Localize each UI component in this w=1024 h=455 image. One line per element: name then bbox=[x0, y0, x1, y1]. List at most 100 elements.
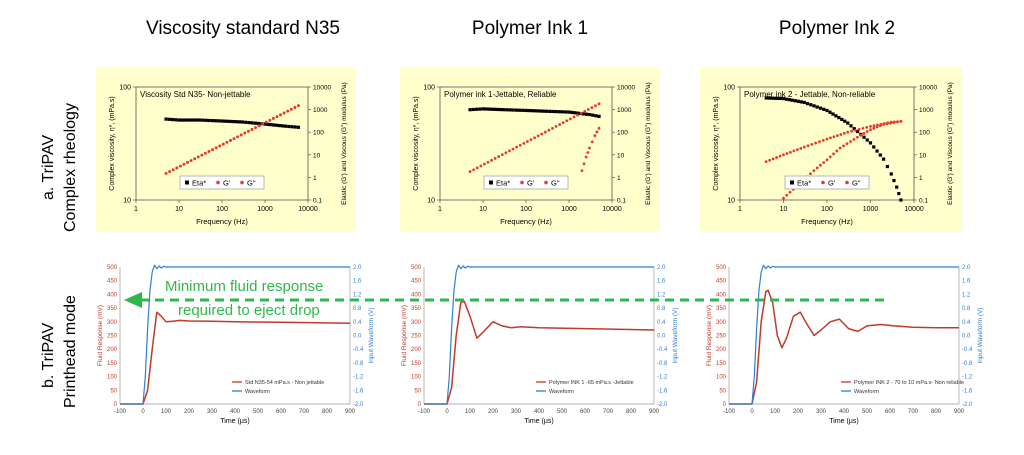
y-right-tick-label: -1.6 bbox=[657, 388, 668, 394]
data-point bbox=[785, 193, 789, 197]
data-point bbox=[263, 122, 267, 126]
data-point bbox=[217, 119, 221, 123]
data-point bbox=[548, 109, 552, 113]
y-right-tick-label: 0.8 bbox=[657, 306, 666, 312]
data-point bbox=[889, 120, 893, 124]
y-left-tick-label: 300 bbox=[411, 320, 422, 326]
data-point bbox=[250, 121, 254, 125]
data-point bbox=[278, 123, 282, 128]
y-right-tick-label: 0.1 bbox=[919, 198, 928, 205]
data-point bbox=[247, 120, 251, 125]
data-point bbox=[244, 120, 248, 124]
data-point bbox=[802, 145, 806, 149]
legend-marker bbox=[520, 180, 524, 185]
y-left-tick-label: 50 bbox=[414, 388, 421, 394]
data-point bbox=[232, 137, 236, 141]
data-point bbox=[207, 118, 211, 123]
x-tick-label: 100 bbox=[770, 409, 781, 415]
data-point bbox=[583, 109, 587, 113]
x-tick-label: 100 bbox=[216, 206, 228, 213]
data-point bbox=[220, 119, 224, 123]
y-right-tick-label: 1.2 bbox=[657, 292, 666, 298]
y-left-tick-label: 400 bbox=[716, 292, 727, 298]
data-point bbox=[795, 148, 799, 152]
data-point bbox=[885, 164, 890, 169]
data-point bbox=[180, 118, 184, 122]
data-point bbox=[471, 107, 475, 112]
data-point bbox=[832, 152, 835, 156]
data-point bbox=[872, 145, 876, 149]
x-tick-label: 200 bbox=[184, 409, 195, 415]
y-right-tick-label: 0.1 bbox=[617, 198, 626, 205]
legend-label: G" bbox=[551, 179, 560, 188]
data-point bbox=[269, 123, 273, 127]
data-point bbox=[886, 121, 890, 125]
legend-label: Waveform bbox=[854, 389, 879, 395]
x-tick-label: 900 bbox=[345, 409, 356, 415]
y-right-tick-label: 10000 bbox=[919, 85, 937, 92]
data-point bbox=[474, 107, 479, 111]
data-point bbox=[297, 104, 300, 108]
data-point bbox=[501, 108, 506, 112]
series-g-double-prime bbox=[468, 102, 601, 174]
x-tick-label: 10000 bbox=[602, 206, 622, 213]
legend-label: Waveform bbox=[245, 389, 270, 395]
y-left-tick-label: 350 bbox=[411, 306, 422, 312]
annotation-line1: Minimum fluid response bbox=[165, 278, 323, 295]
data-point bbox=[232, 119, 236, 124]
x-tick-label: -100 bbox=[418, 409, 431, 415]
data-point bbox=[587, 112, 592, 117]
data-point bbox=[204, 118, 208, 122]
data-point bbox=[838, 146, 842, 150]
legend-label: Waveform bbox=[549, 389, 574, 395]
x-tick-label: 1000 bbox=[863, 206, 879, 213]
data-point bbox=[865, 125, 869, 129]
data-point bbox=[539, 109, 543, 113]
data-point bbox=[293, 106, 297, 109]
data-point bbox=[493, 107, 497, 111]
data-point bbox=[597, 126, 601, 130]
y-right-tick-label: -2.0 bbox=[962, 402, 973, 408]
data-point bbox=[287, 124, 291, 129]
chart-background bbox=[400, 67, 660, 232]
y-left-tick-label: 100 bbox=[423, 85, 435, 92]
data-point bbox=[773, 96, 777, 100]
x-tick-label: 800 bbox=[322, 409, 333, 415]
x-tick-label: 10 bbox=[479, 206, 487, 213]
x-tick-label: 300 bbox=[511, 409, 522, 415]
data-point bbox=[776, 96, 780, 100]
y-left-tick-label: 500 bbox=[107, 265, 118, 271]
data-point bbox=[829, 136, 832, 140]
data-point bbox=[764, 160, 768, 164]
data-point bbox=[809, 172, 812, 176]
data-point bbox=[540, 132, 544, 136]
legend-box bbox=[483, 175, 569, 190]
y-left-tick-label: 250 bbox=[107, 334, 118, 340]
data-point bbox=[881, 157, 886, 161]
data-point bbox=[286, 109, 290, 113]
data-point bbox=[189, 159, 193, 162]
data-point bbox=[594, 114, 598, 118]
y-left-tick-label: 250 bbox=[411, 334, 422, 340]
data-point bbox=[272, 117, 275, 120]
data-point bbox=[828, 110, 832, 114]
data-point bbox=[256, 121, 261, 126]
data-point bbox=[805, 101, 810, 106]
data-point bbox=[572, 115, 576, 119]
chart-background bbox=[700, 67, 962, 232]
x-tick-label: 0 bbox=[445, 409, 449, 415]
data-point bbox=[536, 134, 540, 138]
series-fluid-response bbox=[424, 300, 655, 405]
data-point bbox=[168, 170, 172, 173]
data-point bbox=[862, 132, 866, 135]
data-point bbox=[821, 138, 825, 142]
y-right-tick-label: -0.8 bbox=[962, 361, 973, 367]
data-point bbox=[768, 158, 772, 162]
y-right-tick-label: 1000 bbox=[919, 107, 934, 114]
data-point bbox=[213, 119, 218, 123]
y-right-tick-label: 0.8 bbox=[962, 306, 971, 312]
data-point bbox=[893, 120, 896, 124]
data-point bbox=[200, 153, 204, 157]
y-right-tick-label: 1000 bbox=[313, 107, 328, 114]
data-point bbox=[524, 108, 528, 113]
